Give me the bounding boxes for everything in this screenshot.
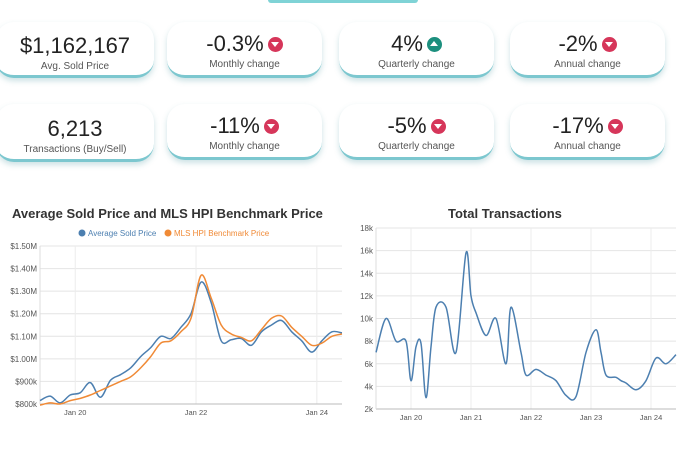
kpi-value: $1,162,167 [19,33,131,58]
kpi-value: -5% [339,113,494,139]
kpi-label: Avg. Sold Price [40,61,110,72]
price-chart-ytick-label: $1.10M [10,332,37,341]
transactions-chart-ytick-label: 6k [365,360,374,369]
kpi-label: Monthly change [209,59,280,70]
kpi-label: Annual change [554,59,621,70]
kpi-transactions-monthly-change: -11% Monthly change [167,104,322,160]
kpi-transactions-quarterly-change: -5% Quarterly change [339,104,494,160]
transactions-chart-xtick-label: Jan 20 [400,413,423,422]
price-chart-series-line-0 [39,281,343,404]
price-chart-xtick-label: Jan 22 [185,408,208,417]
transactions-chart-ytick-label: 2k [365,405,374,414]
transactions-chart-xtick-label: Jan 22 [520,413,543,422]
price-chart-series-line-1 [39,274,343,406]
kpi-value: -17% [510,113,665,139]
transactions-chart-grid [375,227,676,410]
transactions-chart-series [375,250,677,401]
price-chart-ytick-label: $1.50M [10,242,37,251]
transactions-chart-ytick-label: 18k [360,224,374,233]
legend-label-avg-sold: Average Sold Price [88,229,157,238]
price-chart: Average Sold Price MLS HPI Benchmark Pri… [10,229,343,417]
transactions-chart-ytick-label: 4k [365,382,374,391]
transactions-chart-ytick-label: 8k [365,337,374,346]
kpi-label: Quarterly change [378,141,455,152]
transactions-chart-xtick-label: Jan 24 [640,413,663,422]
kpi-value: -11% [167,113,322,139]
legend-label-hpi: MLS HPI Benchmark Price [174,229,270,238]
price-chart-xtick-label: Jan 20 [64,408,87,417]
price-chart-axis-labels: $800k $900k $1.00M $1.10M $1.20M $1.30M $1.40M… [10,242,328,417]
trend-down-icon [601,36,617,52]
price-chart-legend: Average Sold Price MLS HPI Benchmark Pri… [78,229,270,238]
transactions-chart-ytick-label: 14k [360,269,374,278]
legend-marker-hpi [164,229,172,237]
transactions-chart-xtick-label: Jan 21 [460,413,483,422]
kpi-value: 4% [339,31,494,57]
top-accent-bar [268,0,418,3]
kpi-value: -0.3% [167,31,322,57]
kpi-label: Transactions (Buy/Sell) [23,144,127,155]
kpi-quarterly-change: 4% Quarterly change [339,22,494,78]
price-chart-ytick-label: $800k [15,400,38,409]
kpi-avg-sold-price: $1,162,167 Avg. Sold Price [0,22,154,78]
kpi-value: 6,213 [47,116,103,141]
kpi-label: Quarterly change [378,59,455,70]
kpi-label: Monthly change [209,141,280,152]
transactions-chart-axis-labels: 2k 4k 6k 8k 10k 12k 14k 16k 18k Jan 20 Jan 21 Jan 2… [360,224,662,422]
price-chart-series [39,274,343,406]
trend-down-icon [263,118,279,134]
trend-up-icon [426,36,442,52]
transactions-chart-series-line-0 [375,250,677,401]
transactions-chart-ytick-label: 10k [360,315,374,324]
trend-down-icon [607,118,623,134]
price-chart-ytick-label: $900k [15,377,38,386]
transactions-chart-xtick-label: Jan 23 [580,413,603,422]
price-chart-ytick-label: $1.30M [10,287,37,296]
transactions-chart-title: Total Transactions [448,206,562,221]
price-chart-ytick-label: $1.00M [10,355,37,364]
kpi-value: -2% [510,31,665,57]
kpi-transactions: 6,213 Transactions (Buy/Sell) [0,104,154,162]
trend-down-icon [430,118,446,134]
kpi-monthly-change: -0.3% Monthly change [167,22,322,78]
transactions-chart-ytick-label: 12k [360,292,374,301]
price-chart-title: Average Sold Price and MLS HPI Benchmark… [12,206,323,221]
trend-down-icon [267,36,283,52]
transactions-chart: 2k 4k 6k 8k 10k 12k 14k 16k 18k Jan 20 Jan 21 Jan 2… [360,224,677,422]
legend-marker-avg-sold [78,229,86,237]
price-chart-ytick-label: $1.40M [10,265,37,274]
price-chart-grid [39,245,342,405]
kpi-transactions-annual-change: -17% Annual change [510,104,665,160]
price-chart-ytick-label: $1.20M [10,310,37,319]
kpi-annual-change: -2% Annual change [510,22,665,78]
transactions-chart-ytick-label: 16k [360,247,374,256]
price-chart-xtick-label: Jan 24 [306,408,329,417]
kpi-label: Annual change [554,141,621,152]
